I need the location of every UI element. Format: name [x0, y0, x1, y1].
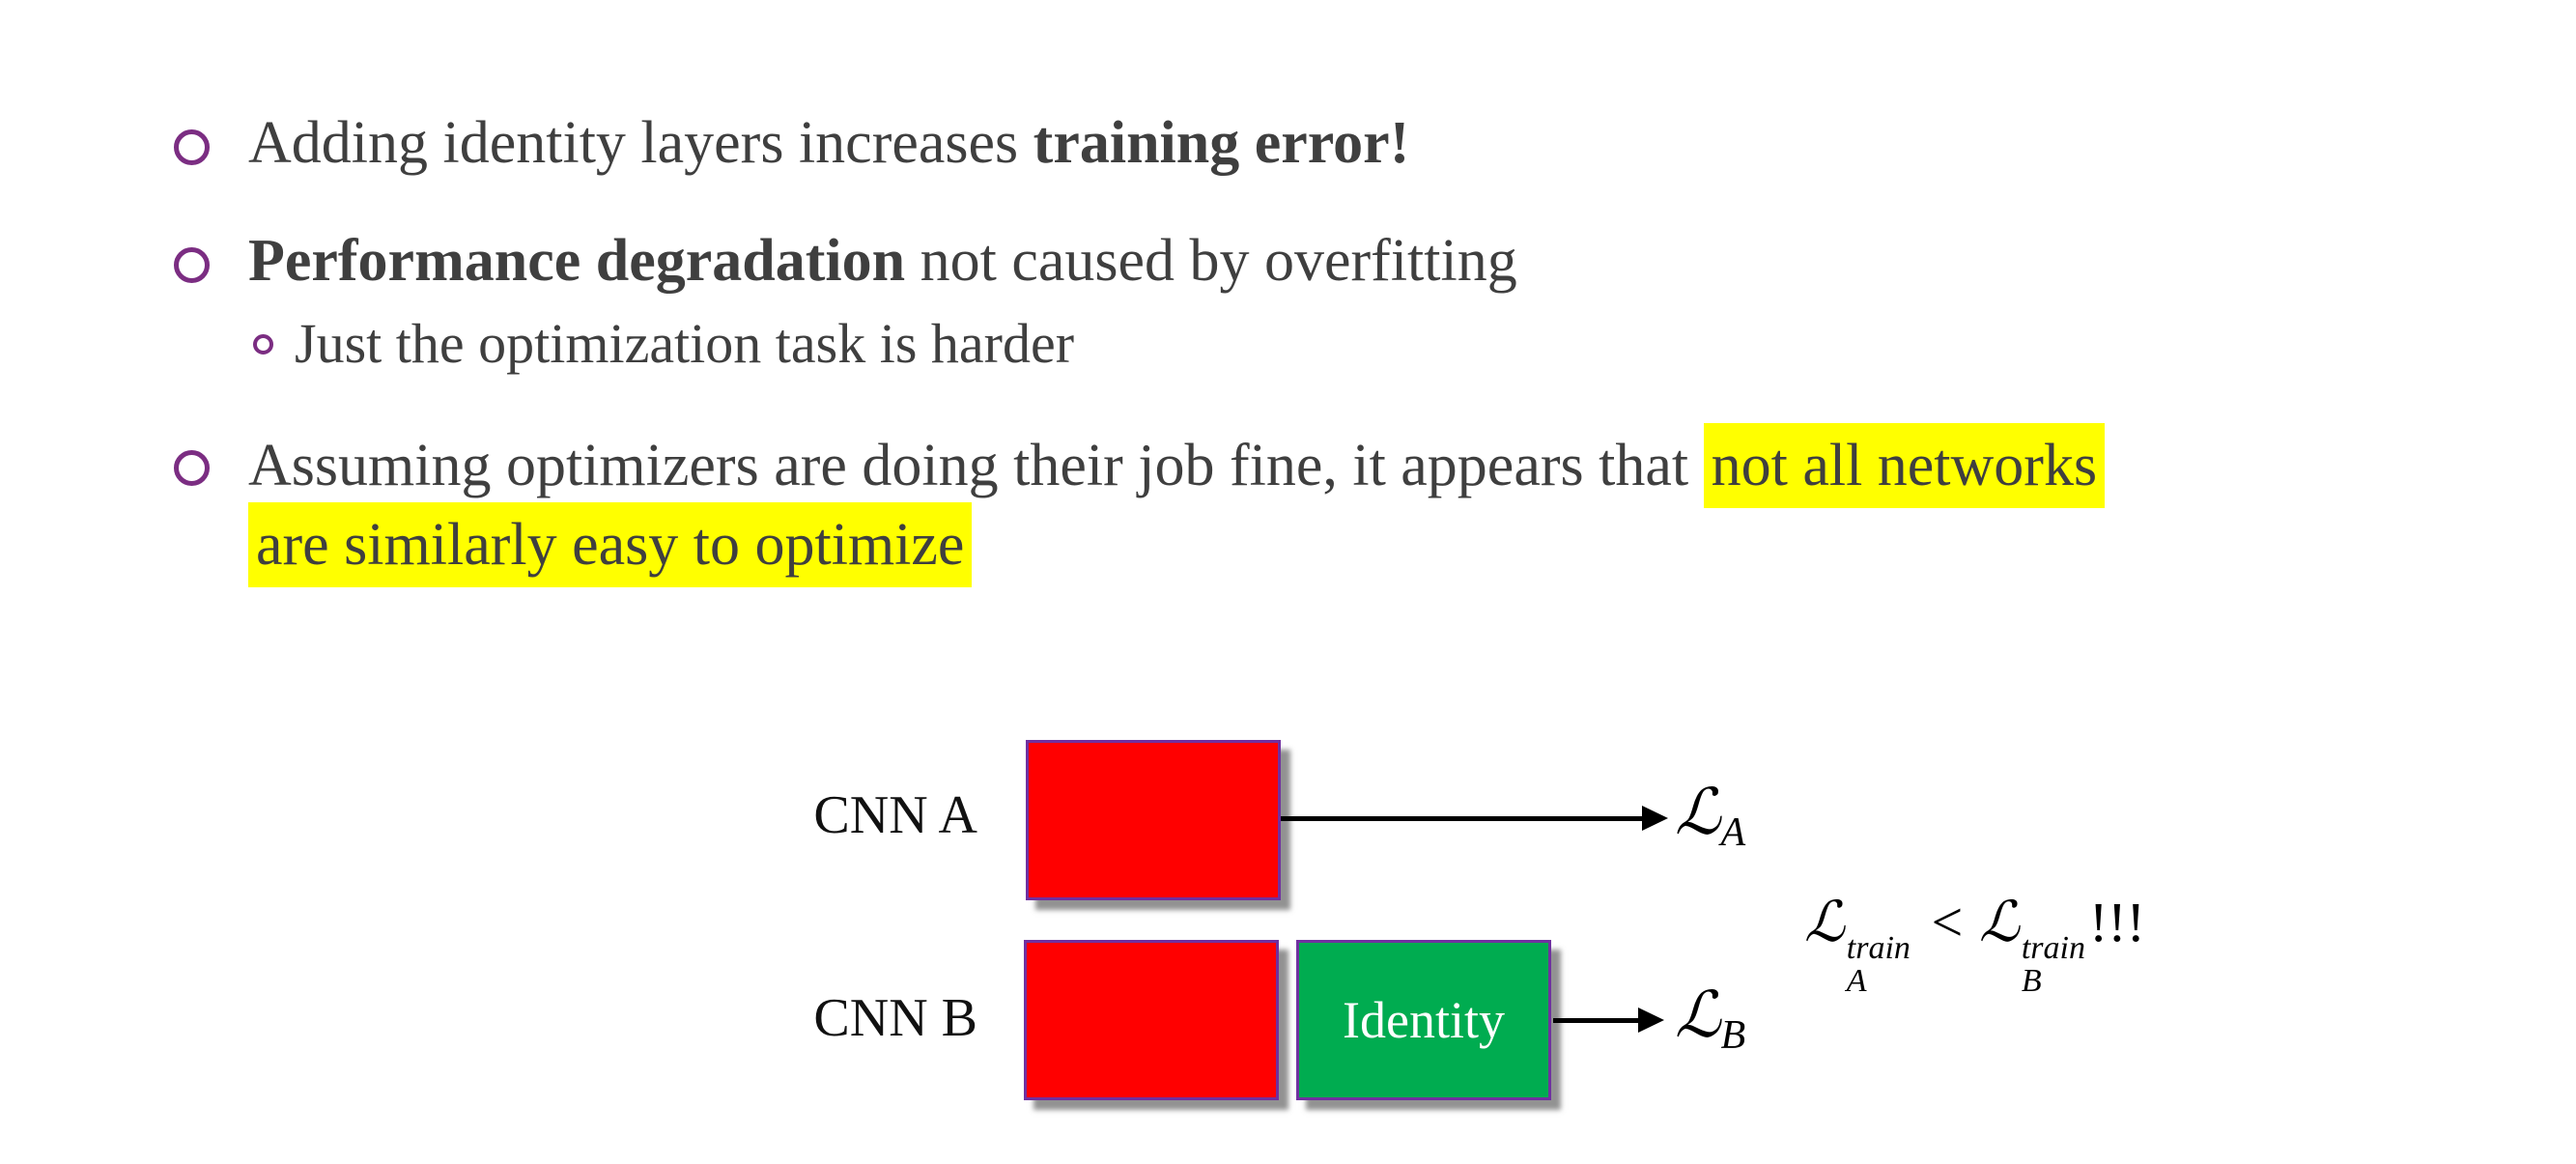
- identity-layer-label: Identity: [1343, 991, 1505, 1049]
- sub-bullet-circle-icon: [253, 334, 273, 355]
- bullet-2-post: not caused by overfitting: [905, 228, 1517, 294]
- loss-a-base: ℒ: [1675, 778, 1721, 848]
- bullet-circle-icon: [174, 129, 210, 165]
- arrow-b-line: [1553, 1018, 1646, 1023]
- identity-layer-box: Identity: [1296, 940, 1551, 1100]
- bullet-3-highlight-2: are similarly easy to optimize: [248, 501, 973, 587]
- formula-rhs-sup: train: [2021, 929, 2085, 966]
- arrow-a-head-icon: [1642, 806, 1668, 831]
- bullet-3-pre: Assuming optimizers are doing their job …: [248, 433, 1704, 498]
- formula-relation: <: [1927, 891, 1967, 953]
- bullet-3-highlight-1: not all networks: [1703, 423, 2106, 508]
- bullet-2-bold: Performance degradation: [248, 228, 906, 294]
- sub-bullet-text: Just the optimization task is harder: [295, 312, 1075, 375]
- bullet-item-optimizers: Assuming optimizers are doing their job …: [174, 423, 2550, 587]
- bullet-item-training-error: Adding identity layers increases trainin…: [174, 106, 2531, 182]
- formula-rhs-sub: B: [2021, 963, 2042, 1000]
- bullet-1-pre: Adding identity layers increases: [248, 110, 1033, 176]
- loss-b-sub: B: [1720, 1012, 1746, 1058]
- loss-b-base: ℒ: [1675, 980, 1721, 1051]
- cnn-b-box: [1024, 940, 1279, 1100]
- bullet-circle-icon: [174, 450, 210, 486]
- formula-lhs-scripts: train A: [1846, 929, 1911, 1000]
- sub-bullet-item-optimization: Just the optimization task is harder: [253, 309, 2475, 380]
- loss-a-label: ℒA: [1675, 775, 1745, 853]
- loss-a-sub: A: [1720, 809, 1746, 855]
- formula-lhs-base: ℒ: [1804, 891, 1845, 953]
- formula-suffix: !!!: [2088, 891, 2145, 953]
- bullet-1-bold: training error!: [1033, 110, 1410, 176]
- bullet-1-text: Adding identity layers increases trainin…: [248, 106, 1409, 182]
- bullet-3-text: Assuming optimizers are doing their job …: [248, 423, 2106, 587]
- formula-lhs-sub: A: [1846, 963, 1867, 1000]
- bullet-circle-icon: [174, 247, 210, 283]
- cnn-a-label: CNN A: [813, 785, 977, 845]
- arrow-b-head-icon: [1638, 1008, 1664, 1033]
- formula-rhs-scripts: train B: [2021, 929, 2085, 1000]
- arrow-a-line: [1281, 816, 1650, 821]
- bullet-item-performance-degradation: Performance degradation not caused by ov…: [174, 224, 2531, 299]
- loss-b-label: ℒB: [1675, 978, 1745, 1056]
- cnn-b-label: CNN B: [813, 988, 977, 1048]
- bullet-2-text: Performance degradation not caused by ov…: [248, 224, 1517, 299]
- formula-rhs-base: ℒ: [1979, 891, 2020, 953]
- formula-lhs-sup: train: [1846, 929, 1911, 966]
- cnn-a-box: [1026, 740, 1281, 900]
